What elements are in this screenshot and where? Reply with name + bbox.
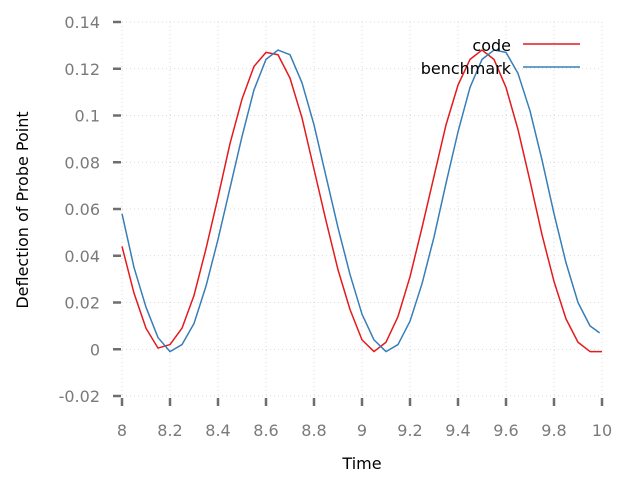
y-tick-label: -0.02 [59, 387, 100, 406]
y-tick-label: 0.06 [64, 200, 100, 219]
x-tick-label: 10 [592, 421, 612, 440]
legend-label-code: code [472, 36, 511, 55]
y-tick-label: 0 [90, 340, 100, 359]
y-axis-label: Deflection of Probe Point [13, 111, 32, 308]
x-tick-label: 9 [357, 421, 367, 440]
x-tick-label: 9.2 [397, 421, 422, 440]
y-tick-label: 0.02 [64, 294, 100, 313]
legend-label-benchmark: benchmark [421, 59, 512, 78]
y-tick-label: 0.08 [64, 153, 100, 172]
x-tick-label: 9.6 [493, 421, 518, 440]
x-tick-label: 9.4 [445, 421, 470, 440]
tick-layer: 8 8.2 8.4 8.6 8.8 9 9.2 9.4 9.6 9.8 10 -0.02 0 0.02 0.… [59, 13, 613, 440]
y-tick-label: 0.04 [64, 247, 100, 266]
grid-layer [121, 21, 603, 397]
x-tick-label: 8.2 [157, 421, 182, 440]
series-line-code [121, 49, 602, 353]
x-axis-label: Time [341, 454, 381, 473]
y-tick-label: 0.14 [64, 13, 100, 32]
x-tick-label: 9.8 [541, 421, 566, 440]
x-tick-label: 8.4 [205, 421, 230, 440]
x-tick-label: 8.8 [301, 421, 326, 440]
chart-legend: code benchmark [421, 36, 580, 78]
series-layer [121, 49, 602, 353]
y-tick-label: 0.12 [64, 60, 100, 79]
x-tick-label: 8.6 [253, 421, 278, 440]
y-tick-label: 0.1 [75, 107, 100, 126]
series-line-benchmark [121, 49, 601, 353]
x-tick-label: 8 [117, 421, 127, 440]
